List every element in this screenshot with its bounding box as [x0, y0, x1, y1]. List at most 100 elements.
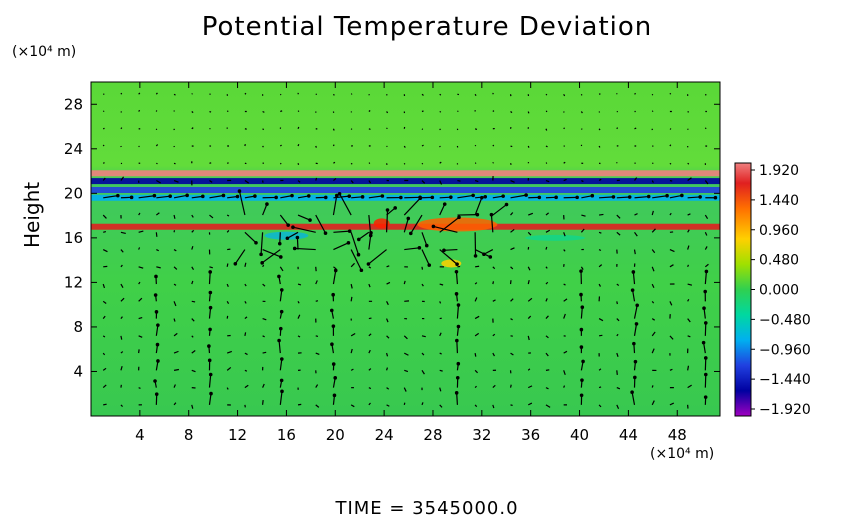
vector-arrow: [173, 402, 177, 406]
vector-arrow: [138, 266, 144, 269]
vector-arrow: [209, 110, 212, 113]
vector-arrow: [581, 195, 593, 199]
vector-arrow: [404, 247, 420, 251]
vector-arrow-head: [475, 212, 480, 217]
vector-arrow: [279, 214, 289, 226]
vector-arrow: [262, 351, 267, 354]
vector-arrow-head: [277, 241, 282, 246]
vector-arrow: [226, 387, 229, 390]
vector-arrow: [421, 402, 424, 406]
vector-arrow: [297, 314, 301, 319]
vector-arrow-head: [292, 246, 297, 251]
vector-arrow-head: [579, 327, 584, 332]
vector-arrow: [191, 214, 194, 218]
vector-arrow-head: [408, 231, 413, 236]
vector-arrow-head: [631, 270, 636, 274]
vector-arrow: [687, 298, 690, 302]
vector-arrow: [350, 180, 354, 184]
vector-arrow: [120, 264, 123, 268]
vector-arrow: [244, 180, 250, 184]
vector-arrow: [244, 283, 247, 287]
vector-arrow: [120, 92, 123, 95]
vector-arrow: [279, 144, 282, 147]
vector-arrow: [651, 331, 656, 337]
vector-arrow-head: [155, 342, 160, 347]
vector-arrow-head: [627, 195, 632, 199]
colorbar-label: 0.000: [759, 283, 799, 299]
vector-arrow: [403, 280, 406, 285]
vector-arrow: [386, 265, 390, 268]
vector-arrow: [386, 301, 389, 306]
vector-arrow: [581, 179, 584, 183]
vector-arrow: [687, 245, 690, 250]
vector-arrow: [457, 194, 474, 199]
vector-arrow-head: [347, 194, 352, 198]
vector-arrow: [120, 249, 124, 253]
vector-arrow-head: [579, 292, 583, 297]
vector-arrow: [333, 195, 350, 199]
vector-arrow: [598, 334, 603, 337]
vector-arrow: [527, 402, 533, 406]
vector-arrow: [332, 195, 338, 216]
vector-arrow: [226, 230, 230, 233]
vector-arrow: [421, 335, 426, 338]
vector-arrow: [456, 392, 459, 405]
vector-arrow: [173, 318, 176, 322]
vector-arrow: [433, 225, 458, 233]
vector-arrow-head: [286, 223, 290, 227]
vector-arrow: [490, 214, 494, 233]
vector-arrow-head: [427, 263, 432, 267]
vector-arrow: [244, 384, 249, 389]
vector-arrow: [262, 383, 265, 388]
x-axis-unit: (×10⁴ m): [650, 446, 715, 462]
vector-arrow-head: [259, 252, 263, 257]
vector-arrow: [581, 214, 586, 217]
vector-arrow: [138, 316, 143, 320]
vector-arrow: [510, 298, 514, 302]
vector-arrow: [421, 232, 428, 246]
vector-arrow-head: [337, 191, 342, 196]
vector-arrow: [262, 318, 267, 321]
vector-arrow: [669, 249, 675, 253]
vector-arrow-head: [418, 195, 422, 200]
vector-arrow: [634, 92, 636, 95]
vector-arrow: [333, 242, 349, 251]
vector-arrow: [262, 203, 268, 216]
vector-arrow: [350, 249, 362, 271]
vector-arrow: [102, 315, 106, 319]
vector-arrow: [545, 315, 549, 319]
heatmap-blob: [417, 217, 498, 232]
vector-arrow-head: [290, 193, 294, 198]
vector-arrow: [598, 283, 602, 287]
vector-arrow: [545, 404, 551, 408]
vector-arrow: [563, 232, 566, 237]
vector-arrow: [120, 297, 125, 302]
vector-arrow-head: [291, 225, 295, 229]
vector-arrow: [350, 296, 353, 302]
vector-arrow: [191, 404, 194, 409]
vector-arrow: [315, 335, 319, 338]
vector-arrow-head: [454, 391, 459, 395]
vector-arrow: [545, 352, 549, 357]
heatmap-blob: [525, 234, 586, 241]
vector-arrow: [474, 385, 477, 389]
vector-arrow: [634, 195, 649, 199]
vector-arrow: [687, 318, 691, 323]
vector-arrow: [226, 350, 232, 354]
vector-arrow: [351, 196, 363, 199]
heatmap-band: [91, 186, 720, 193]
vector-arrow: [102, 144, 105, 147]
vector-arrow: [315, 280, 318, 285]
vector-arrow: [439, 404, 443, 408]
vector-arrow: [633, 249, 636, 255]
vector-arrow-head: [703, 289, 708, 294]
vector-arrow: [297, 335, 301, 338]
vector-arrow-head: [482, 252, 486, 257]
vector-arrow: [563, 161, 566, 164]
vector-arrow-head: [274, 195, 278, 200]
vector-arrow: [173, 332, 178, 337]
vector-arrow-head: [701, 340, 706, 345]
vector-arrow-head: [116, 193, 120, 198]
vector-arrow: [244, 369, 248, 372]
vector-arrow: [510, 179, 515, 183]
